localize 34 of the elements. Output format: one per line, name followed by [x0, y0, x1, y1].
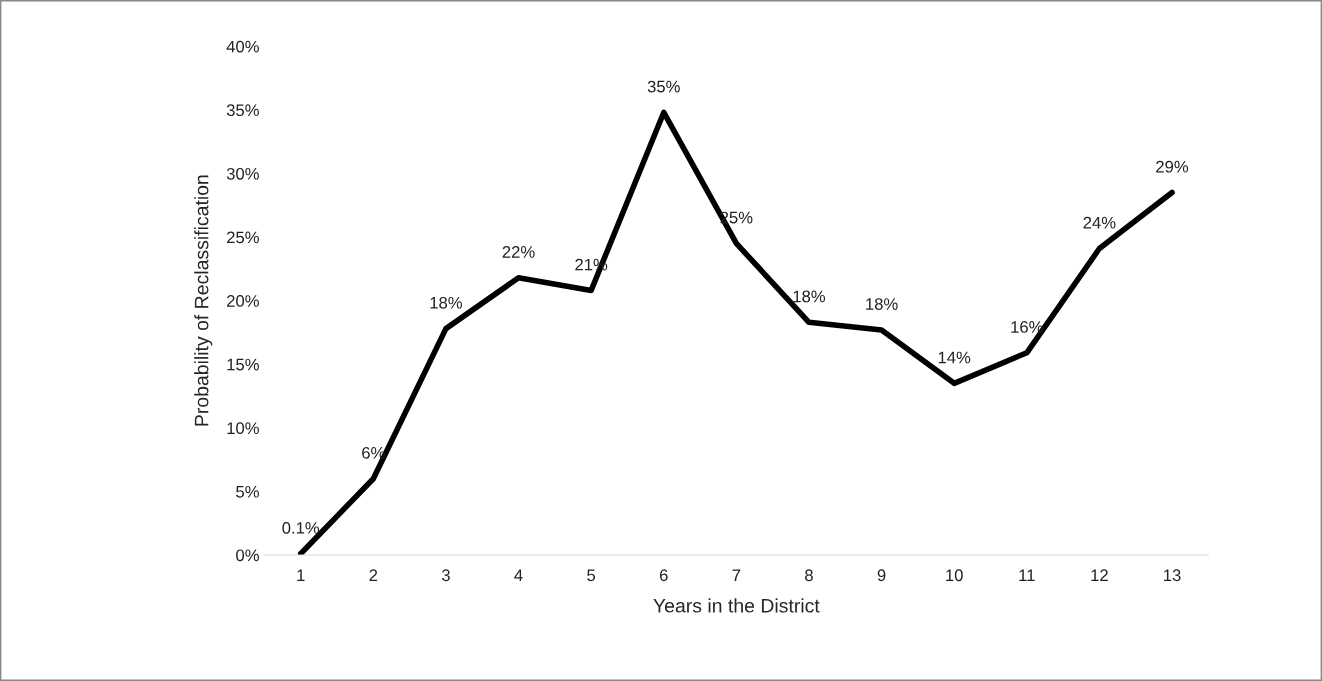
- y-axis-title: Probability of Reclassification: [194, 175, 213, 426]
- y-tick-label: 5%: [236, 485, 259, 498]
- x-tick-label: 3: [441, 569, 450, 582]
- data-label: 29%: [1156, 160, 1189, 173]
- x-axis-title: Years in the District: [653, 598, 820, 613]
- y-tick-label: 35%: [226, 104, 259, 117]
- x-tick-label: 10: [946, 569, 963, 582]
- data-label: 0.1%: [282, 521, 320, 534]
- x-tick-label: 13: [1164, 569, 1181, 582]
- y-tick-label: 20%: [227, 295, 259, 307]
- y-tick-label: 25%: [227, 231, 259, 244]
- x-tick-label: 2: [369, 569, 378, 581]
- data-label: 35%: [647, 80, 680, 93]
- y-tick-label: 0%: [236, 549, 259, 562]
- data-label: 18%: [866, 298, 898, 310]
- data-label: 18%: [793, 290, 826, 303]
- x-tick-label: 4: [514, 569, 523, 581]
- x-tick-label: 12: [1091, 569, 1108, 581]
- x-tick-label: 1: [297, 569, 305, 581]
- data-label: 22%: [502, 246, 535, 258]
- y-tick-label: 30%: [226, 167, 259, 180]
- data-label: 16%: [1011, 321, 1043, 333]
- x-tick-label: 11: [1019, 569, 1035, 581]
- y-tick-label: 40%: [226, 40, 259, 53]
- x-tick-label: 8: [805, 569, 813, 582]
- x-tick-label: 5: [587, 569, 596, 582]
- data-label: 14%: [938, 351, 971, 364]
- x-tick-label: 6: [659, 569, 668, 582]
- x-tick-label: 7: [732, 569, 741, 581]
- data-label: 24%: [1083, 216, 1116, 229]
- y-tick-label: 10%: [227, 422, 259, 435]
- y-tick-label: 15%: [227, 358, 259, 371]
- data-label: 18%: [430, 296, 463, 309]
- x-tick-label: 9: [877, 569, 886, 582]
